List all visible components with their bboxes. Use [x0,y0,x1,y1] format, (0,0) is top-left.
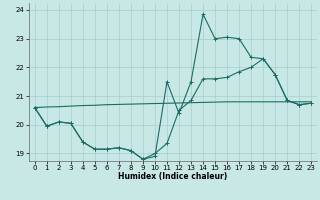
X-axis label: Humidex (Indice chaleur): Humidex (Indice chaleur) [118,172,228,181]
